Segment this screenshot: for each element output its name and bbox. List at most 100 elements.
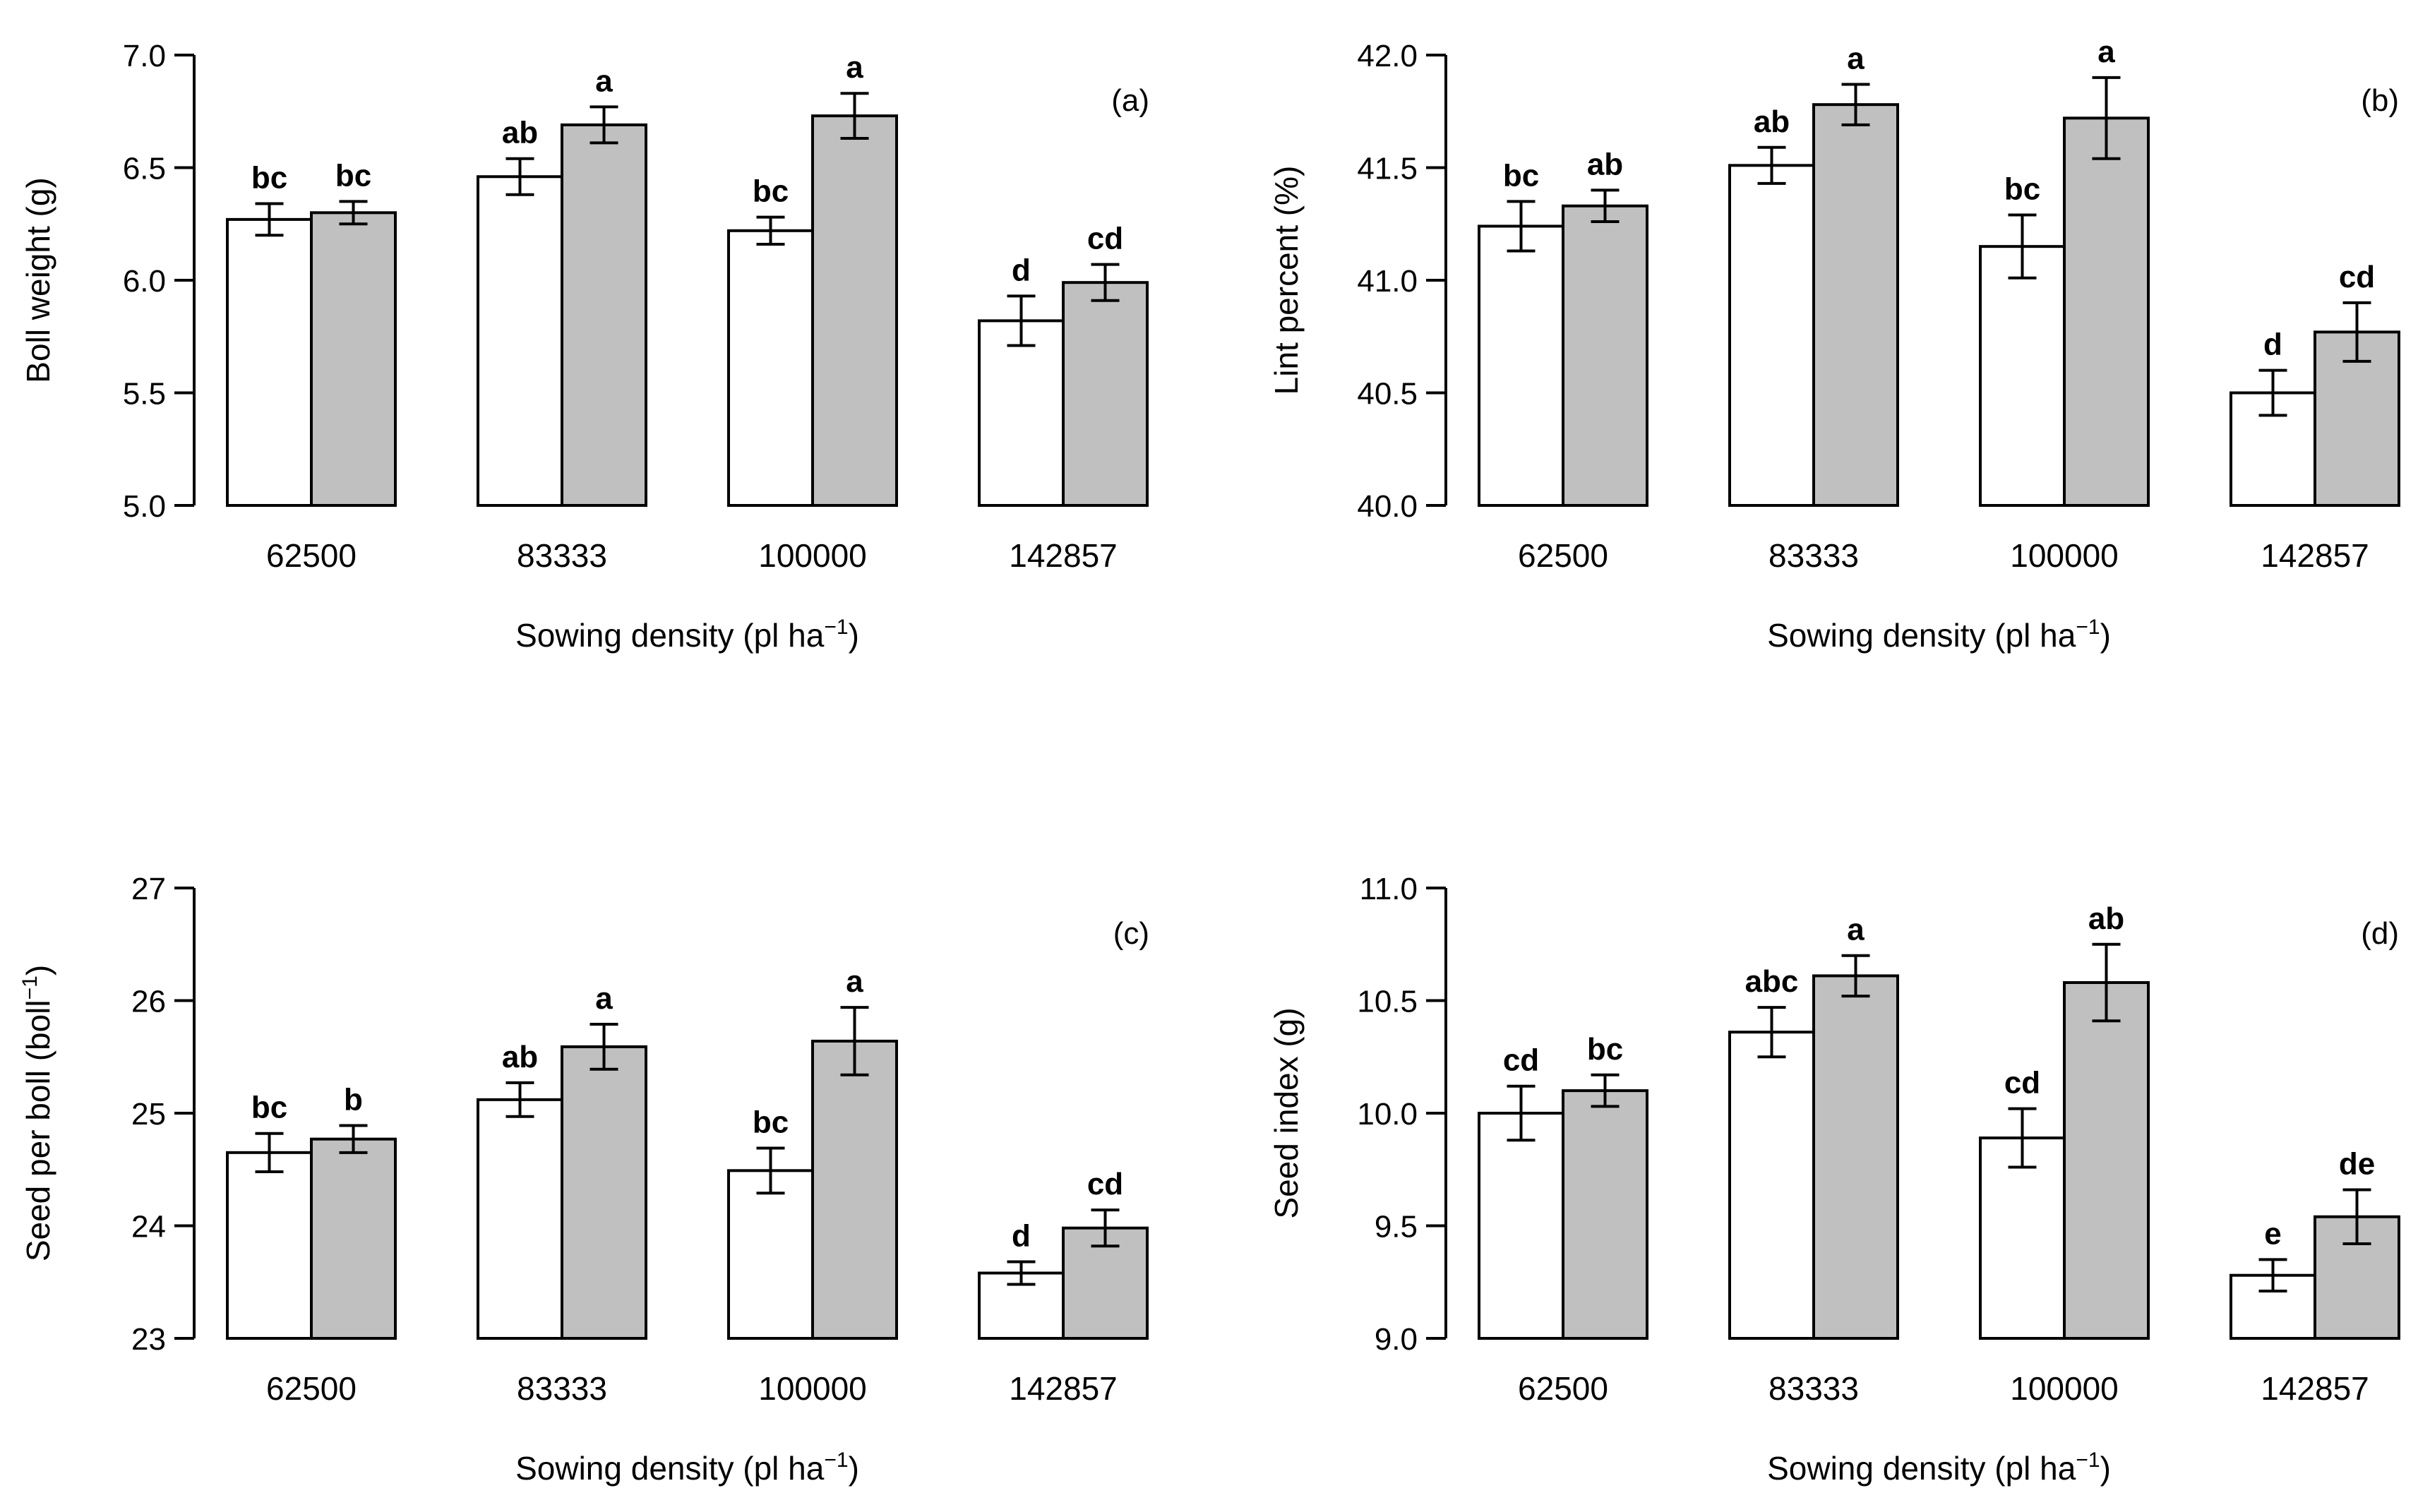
significance-letter: d — [2263, 328, 2282, 362]
significance-letter: d — [1012, 1219, 1031, 1254]
bar-62500-series-1 — [226, 1151, 313, 1340]
significance-letter: ab — [2088, 901, 2124, 936]
significance-letter: bc — [1587, 1032, 1623, 1067]
chart-panel-c: bc ab bc d b a a cd 23 24 25 26 27 62500 83333 100000 14… — [18, 872, 1149, 1487]
significance-letter: bc — [753, 174, 789, 209]
significance-letter: bc — [753, 1105, 789, 1139]
panel-tag: (d) — [2361, 916, 2399, 951]
significance-letter: bc — [251, 161, 287, 196]
error-bar-100000-series-2 — [2092, 76, 2121, 160]
bar-100000-series-2 — [811, 114, 898, 507]
x-axis-title-text: Sowing density (pl ha — [515, 617, 825, 654]
error-bar-83333-series-1 — [505, 157, 534, 196]
x-axis-title-close: ) — [849, 1450, 859, 1487]
y-tick-label: 42.0 — [1357, 39, 1418, 73]
bar-83333-series-1 — [477, 175, 563, 507]
x-category-label: 83333 — [1768, 1370, 1859, 1407]
error-bar-83333-series-2 — [589, 105, 618, 145]
y-tick-label: 5.5 — [123, 377, 166, 412]
x-axis-title: Sowing density (pl ha−1) — [1767, 1448, 2111, 1487]
bar-83333-series-1 — [477, 1098, 563, 1340]
significance-letter: a — [1847, 41, 1865, 76]
y-axis-title-close: ) — [20, 965, 56, 976]
significance-letter: ab — [502, 1040, 538, 1074]
error-bar-142857-series-1 — [2258, 1258, 2287, 1293]
error-bar-83333-series-2 — [1841, 83, 1870, 126]
bar-142857-series-1 — [978, 319, 1065, 507]
x-axis-title-superscript: −1 — [824, 1448, 848, 1472]
y-tick-label: 6.5 — [123, 152, 166, 186]
error-bar-100000-series-1 — [756, 215, 785, 246]
y-tick-label: 41.5 — [1357, 152, 1418, 186]
y-tick-label: 9.0 — [1375, 1322, 1418, 1357]
y-tick-label: 7.0 — [123, 39, 166, 73]
y-axis-title: Seed index (g) — [1268, 1007, 1305, 1218]
significance-letter: d — [1012, 253, 1031, 287]
chart-panel-d: cd abc cd e bc a ab de 9.0 9.5 10.0 10.5 11.0 62500 83… — [1268, 872, 2400, 1487]
significance-letter: a — [2097, 35, 2115, 69]
y-tick-label: 26 — [131, 985, 166, 1019]
y-tick-label: 6.0 — [123, 264, 166, 299]
panel-tag: (b) — [2361, 83, 2399, 118]
x-category-label: 142857 — [1009, 537, 1118, 574]
x-axis-title-superscript: −1 — [2076, 616, 2100, 639]
bar-62500-series-1 — [1478, 1112, 1564, 1340]
x-axis-title-close: ) — [2100, 617, 2111, 654]
x-category-label: 142857 — [2261, 1370, 2369, 1407]
significance-letter: a — [595, 981, 613, 1016]
error-bar-142857-series-1 — [1007, 294, 1036, 347]
y-tick-label: 25 — [131, 1097, 166, 1132]
y-tick-label: 11.0 — [1360, 872, 1418, 906]
error-bar-62500-series-2 — [1591, 1073, 1620, 1108]
significance-letter: a — [846, 964, 863, 999]
y-tick-label: 24 — [131, 1210, 166, 1244]
significance-letter: cd — [2339, 260, 2375, 294]
significance-letter: ab — [1754, 104, 1790, 139]
error-bar-62500-series-2 — [1591, 188, 1620, 224]
bar-83333-series-2 — [1812, 103, 1899, 507]
error-bar-83333-series-2 — [1841, 954, 1870, 998]
x-category-label: 83333 — [517, 1370, 607, 1407]
bar-62500-series-2 — [1562, 204, 1648, 507]
x-category-label: 62500 — [1518, 537, 1608, 574]
significance-letter: a — [846, 50, 863, 85]
y-axis-title-text: Seed per boll (boll — [20, 1000, 56, 1261]
bar-62500-series-1 — [1478, 224, 1564, 507]
bar-100000-series-1 — [727, 1169, 814, 1340]
y-tick-label: 5.0 — [123, 489, 166, 524]
significance-letter: cd — [1087, 222, 1123, 256]
bar-62500-series-2 — [310, 1137, 397, 1340]
significance-letter: de — [2339, 1146, 2375, 1181]
significance-letter: bc — [2004, 172, 2040, 206]
x-category-label: 142857 — [1009, 1370, 1118, 1407]
significance-letter: cd — [1503, 1043, 1539, 1078]
y-axis-title-text: Boll weight (g) — [20, 177, 56, 383]
error-bar-62500-series-2 — [339, 1124, 368, 1154]
bar-100000-series-1 — [1979, 245, 2066, 507]
bar-100000-series-2 — [811, 1039, 898, 1340]
error-bar-83333-series-1 — [1757, 1006, 1786, 1059]
bar-142857-series-2 — [1062, 281, 1149, 507]
y-tick-label: 40.0 — [1357, 489, 1418, 524]
x-axis-title: Sowing density (pl ha−1) — [515, 1448, 859, 1487]
bar-62500-series-2 — [310, 211, 397, 507]
x-category-label: 100000 — [758, 1370, 867, 1407]
error-bar-142857-series-2 — [1091, 263, 1120, 302]
panel-tag: (c) — [1113, 916, 1149, 951]
panel-tag: (a) — [1111, 83, 1149, 118]
significance-letter: a — [1847, 913, 1865, 947]
y-axis-title-text: Lint percent (%) — [1268, 166, 1305, 395]
y-axis-title: Lint percent (%) — [1268, 166, 1305, 395]
error-bar-83333-series-1 — [505, 1081, 534, 1118]
x-category-label: 100000 — [2010, 1370, 2119, 1407]
x-category-label: 83333 — [517, 537, 607, 574]
significance-letter: cd — [1087, 1167, 1123, 1201]
error-bar-100000-series-1 — [756, 1146, 785, 1195]
y-axis-title-superscript: −1 — [18, 976, 42, 1000]
x-category-label: 62500 — [1518, 1370, 1608, 1407]
y-axis-title: Seed per boll (boll−1) — [18, 965, 56, 1261]
error-bar-100000-series-2 — [840, 92, 869, 140]
x-axis-title-text: Sowing density (pl ha — [1767, 617, 2076, 654]
x-axis-title-text: Sowing density (pl ha — [1767, 1450, 2076, 1487]
error-bar-142857-series-1 — [1007, 1260, 1036, 1286]
